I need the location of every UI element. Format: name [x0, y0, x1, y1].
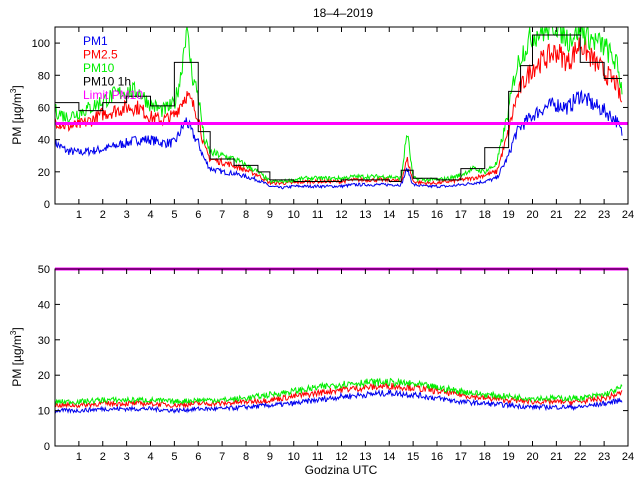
top-y-tick-label: 80 — [38, 70, 50, 82]
top-series-pm10-1h — [55, 34, 623, 182]
top-plot-frame — [54, 26, 629, 205]
top-x-tick-label: 14 — [383, 209, 395, 221]
legend-item-pm10: PM10 — [83, 61, 115, 75]
bottom-series-group — [54, 267, 628, 414]
bottom-x-tick-label: 24 — [622, 451, 634, 463]
bottom-x-tick-label: 16 — [431, 451, 443, 463]
top-x-tick-label: 23 — [598, 209, 610, 221]
bottom-x-tick-label: 3 — [124, 451, 130, 463]
legend-item-limit-pm10: Limit PM10 — [83, 88, 143, 102]
top-x-tick-label: 4 — [147, 209, 153, 221]
bottom-x-tick-label: 23 — [598, 451, 610, 463]
top-x-tick-label: 18 — [479, 209, 491, 221]
top-x-tick-label: 7 — [219, 209, 225, 221]
top-y-tick-label: 0 — [44, 199, 50, 211]
bottom-x-tick-label: 20 — [526, 451, 538, 463]
top-y-tick-label: 40 — [38, 135, 50, 147]
bottom-x-tick-label: 22 — [574, 451, 586, 463]
top-series-pm10 — [54, 26, 623, 184]
bottom-y-tick-label: 30 — [38, 335, 50, 347]
x-axis-label: Godzina UTC — [305, 463, 378, 477]
bottom-y-tick-label: 20 — [38, 370, 50, 382]
top-x-tick-label: 12 — [335, 209, 347, 221]
bottom-x-tick-label: 8 — [243, 451, 249, 463]
top-series-pm1 — [54, 89, 623, 190]
bottom-series-pm1 — [54, 388, 623, 414]
top-x-tick-label: 16 — [431, 209, 443, 221]
bottom-x-tick-label: 6 — [195, 451, 201, 463]
bottom-panel: 1 2 3 4 5 6 7 8 9 10 11 12 13 14 15 16 17 18 19 20 21 22 23 240… — [9, 264, 634, 477]
bottom-x-tick-label: 19 — [503, 451, 515, 463]
legend-item-pm10-1h: PM10 1h — [83, 75, 131, 89]
bottom-x-tick-label: 17 — [455, 451, 467, 463]
top-series-group — [54, 26, 628, 190]
bottom-x-tick-label: 9 — [267, 451, 273, 463]
top-ticks-group: 1 2 3 4 5 6 7 8 9 10 11 12 13 14 15 16 17 18 19 20 21 22 23 240… — [32, 27, 634, 221]
bottom-x-tick-label: 14 — [383, 451, 395, 463]
bottom-x-tick-label: 18 — [479, 451, 491, 463]
top-x-tick-label: 6 — [195, 209, 201, 221]
top-y-tick-label: 100 — [32, 38, 50, 50]
top-x-tick-label: 5 — [171, 209, 177, 221]
top-series-pm2-5 — [54, 36, 623, 186]
top-x-tick-label: 2 — [100, 209, 106, 221]
top-x-tick-label: 20 — [526, 209, 538, 221]
bottom-y-tick-label: 10 — [38, 406, 50, 418]
top-x-tick-label: 21 — [550, 209, 562, 221]
bottom-plot-frame — [54, 268, 629, 447]
bottom-x-tick-label: 5 — [171, 451, 177, 463]
top-y-tick-label: 20 — [38, 167, 50, 179]
bottom-y-tick-label: 0 — [44, 441, 50, 453]
bottom-x-tick-label: 13 — [359, 451, 371, 463]
bottom-series-pm10 — [54, 377, 623, 406]
top-x-tick-label: 1 — [76, 209, 82, 221]
bottom-ticks-group: 1 2 3 4 5 6 7 8 9 10 11 12 13 14 15 16 17 18 19 20 21 22 23 240… — [38, 264, 634, 463]
bottom-x-tick-label: 12 — [335, 451, 347, 463]
top-x-tick-label: 15 — [407, 209, 419, 221]
top-x-tick-label: 19 — [503, 209, 515, 221]
top-x-tick-label: 22 — [574, 209, 586, 221]
bottom-y-axis-label: PM [µg/m3] — [9, 327, 24, 386]
bottom-x-tick-label: 7 — [219, 451, 225, 463]
bottom-x-tick-label: 11 — [312, 451, 323, 463]
bottom-y-tick-label: 40 — [38, 299, 50, 311]
bottom-x-tick-label: 2 — [100, 451, 106, 463]
legend-item-pm1: PM1 — [83, 34, 108, 48]
top-y-axis-label: PM [µg/m3] — [9, 85, 24, 144]
bottom-x-tick-label: 10 — [288, 451, 300, 463]
bottom-x-tick-label: 4 — [147, 451, 153, 463]
top-x-tick-label: 11 — [312, 209, 323, 221]
bottom-x-tick-label: 1 — [76, 451, 82, 463]
chart-title: 18–4–2019 — [313, 6, 373, 20]
top-x-tick-label: 13 — [359, 209, 371, 221]
top-x-tick-label: 10 — [288, 209, 300, 221]
top-y-tick-label: 60 — [38, 102, 50, 114]
bottom-y-tick-label: 50 — [38, 264, 50, 276]
top-x-tick-label: 3 — [124, 209, 130, 221]
legend-item-pm2-5: PM2.5 — [83, 48, 118, 62]
top-x-tick-label: 9 — [267, 209, 273, 221]
top-panel: 1 2 3 4 5 6 7 8 9 10 11 12 13 14 15 16 17 18 19 20 21 22 23 240… — [9, 26, 634, 221]
top-x-tick-label: 17 — [455, 209, 467, 221]
top-x-tick-label: 24 — [622, 209, 634, 221]
bottom-x-tick-label: 21 — [550, 451, 562, 463]
bottom-x-tick-label: 15 — [407, 451, 419, 463]
top-x-tick-label: 8 — [243, 209, 249, 221]
